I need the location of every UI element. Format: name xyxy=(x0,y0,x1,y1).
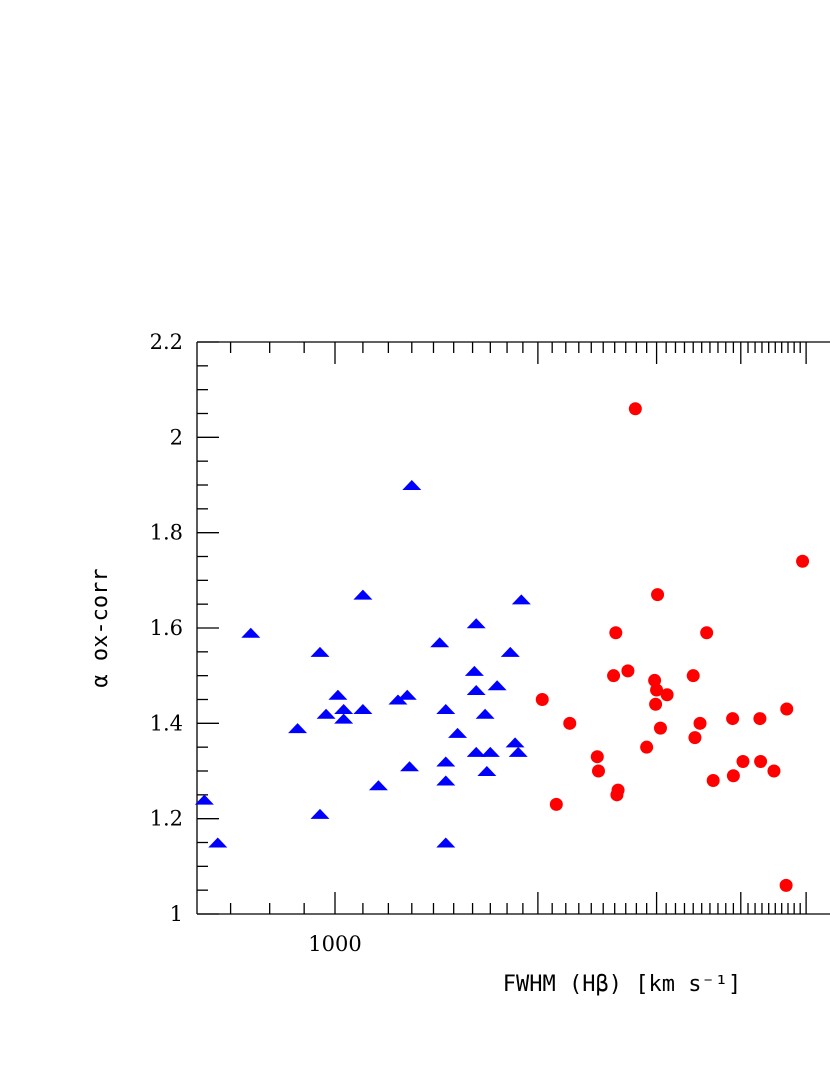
y-axis-label-text: α ox-corr xyxy=(88,568,113,687)
circle-point xyxy=(621,664,635,678)
y-tick-label: 1.2 xyxy=(150,807,183,831)
circle-point xyxy=(726,769,740,783)
y-tick-label: 1 xyxy=(170,902,183,926)
circle-point xyxy=(686,669,700,683)
circle-point xyxy=(796,554,810,568)
circle-point xyxy=(726,712,740,726)
triangle-point xyxy=(328,689,348,700)
circle-point xyxy=(611,783,625,797)
circle-point xyxy=(609,626,623,640)
triangle-point xyxy=(288,723,308,734)
y-tick-label: 2 xyxy=(170,425,183,449)
circle-point xyxy=(649,697,663,711)
circle-point xyxy=(736,754,750,768)
circle-point xyxy=(535,693,549,706)
circle-point xyxy=(563,716,577,730)
circle-point xyxy=(590,750,604,764)
triangle-point xyxy=(334,704,354,715)
circle-point xyxy=(754,754,768,768)
triangle-point xyxy=(388,694,408,705)
triangle-point xyxy=(505,737,525,748)
circle-point xyxy=(753,712,767,726)
triangle-point xyxy=(310,646,330,657)
circle-point xyxy=(706,774,720,788)
x-axis-label: FWHM (Hβ) [km s⁻¹] xyxy=(503,972,741,997)
triangle-point xyxy=(316,708,336,719)
triangle-point xyxy=(334,713,354,724)
axis-ticks xyxy=(197,341,807,915)
x-tick-label: 1000 xyxy=(308,932,361,956)
triangle-point xyxy=(466,618,486,629)
circle-point xyxy=(688,731,702,745)
triangle-point xyxy=(508,746,528,757)
y-tick-label: 1.8 xyxy=(150,521,183,545)
triangle-point xyxy=(500,646,520,657)
triangle-point xyxy=(466,746,486,757)
circle-point xyxy=(660,688,674,702)
triangle-point xyxy=(430,637,450,648)
plot-frame xyxy=(196,341,830,915)
circle-point xyxy=(779,878,793,892)
circle-point xyxy=(591,764,605,778)
triangle-point xyxy=(400,761,420,772)
circle-point xyxy=(651,588,665,602)
circle-point xyxy=(653,721,667,735)
triangle-point xyxy=(480,746,500,757)
triangle-point xyxy=(353,589,373,600)
x-tick-labels: 1000 xyxy=(308,932,361,956)
circle-point xyxy=(700,626,714,640)
data-points xyxy=(194,402,810,892)
y-tick-labels: 1 1.2 1.4 1.6 1.8 2 2.2 xyxy=(150,330,183,926)
circle-point xyxy=(650,683,664,697)
triangle-point xyxy=(464,665,484,676)
triangle-point xyxy=(448,727,468,738)
triangle-point xyxy=(436,775,456,786)
triangle-point xyxy=(475,708,495,719)
circle-point xyxy=(767,764,781,778)
circle-point xyxy=(607,669,621,683)
circle-point xyxy=(693,716,707,730)
triangle-point xyxy=(487,680,507,691)
triangle-point xyxy=(402,480,422,490)
circle-point xyxy=(780,702,794,716)
y-axis-label: α ox-corr xyxy=(88,568,113,687)
y-tick-label: 1.6 xyxy=(150,616,183,640)
circle-point xyxy=(640,740,654,754)
triangle-point xyxy=(368,780,388,791)
y-tick-label: 1.4 xyxy=(150,711,183,735)
triangle-point xyxy=(436,704,456,715)
triangle-point xyxy=(241,627,261,638)
triangle-point xyxy=(436,837,456,848)
triangle-point xyxy=(194,794,214,805)
triangle-point xyxy=(466,684,486,695)
triangle-point xyxy=(436,756,456,767)
triangle-point xyxy=(310,808,330,819)
y-tick-label: 2.2 xyxy=(150,330,183,354)
triangle-point xyxy=(208,837,228,848)
circle-point xyxy=(549,797,563,811)
triangle-point xyxy=(477,766,497,776)
circle-point xyxy=(628,402,642,416)
triangle-point xyxy=(353,704,373,715)
triangle-point xyxy=(397,689,417,700)
triangle-point xyxy=(511,594,531,605)
